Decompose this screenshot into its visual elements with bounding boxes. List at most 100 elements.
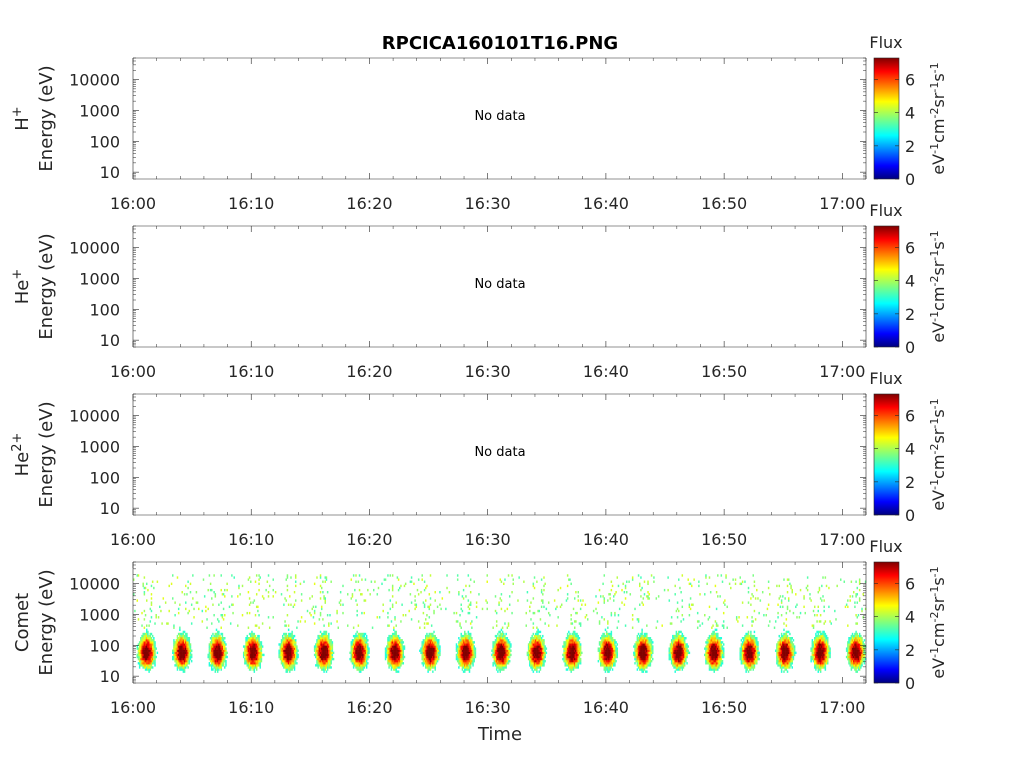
heatmap-cell	[602, 660, 604, 663]
heatmap-cell	[388, 637, 390, 640]
heatmap-cell	[395, 634, 397, 638]
heatmap-cell	[676, 664, 679, 667]
heatmap-cell	[575, 651, 577, 655]
heatmap-cell	[472, 664, 474, 667]
heatmap-cell	[428, 616, 431, 619]
heatmap-cell	[330, 657, 332, 661]
species-name: He	[12, 452, 33, 477]
heatmap-cell	[291, 668, 293, 671]
heatmap-cell	[604, 653, 607, 657]
heatmap-cell	[213, 591, 215, 594]
heatmap-cell	[603, 645, 606, 648]
heatmap-cell	[293, 657, 296, 661]
heatmap-cell	[180, 637, 182, 640]
heatmap-cell	[323, 657, 325, 661]
heatmap-cell	[182, 664, 185, 667]
heatmap-cell	[320, 668, 323, 671]
heatmap-cell	[633, 653, 635, 657]
heatmap-cell	[300, 593, 303, 596]
heatmap-cell	[151, 580, 154, 583]
heatmap-cell	[681, 574, 684, 577]
heatmap-cell	[284, 657, 286, 661]
heatmap-cell	[598, 649, 601, 652]
heatmap-cell	[473, 657, 475, 661]
heatmap-cell	[399, 643, 401, 646]
heatmap-cell	[251, 657, 253, 661]
heatmap-cell	[279, 647, 282, 650]
heatmap-cell	[670, 643, 673, 646]
heatmap-cell	[142, 660, 144, 663]
heatmap-cell	[355, 641, 357, 644]
heatmap-cell	[252, 632, 254, 636]
heatmap-cell	[466, 653, 468, 657]
heatmap-cell	[213, 660, 215, 663]
heatmap-cell	[537, 641, 539, 644]
heatmap-cell	[571, 657, 574, 661]
heatmap-cell	[499, 639, 501, 642]
heatmap-cell	[640, 634, 642, 638]
heatmap-cell	[609, 649, 611, 652]
heatmap-cell	[642, 670, 645, 673]
heatmap-cell	[320, 607, 323, 611]
heatmap-cell	[218, 639, 220, 642]
heatmap-cell	[670, 660, 673, 663]
heatmap-cell	[564, 657, 566, 661]
heatmap-cell	[428, 645, 431, 648]
heatmap-cell	[467, 653, 470, 657]
heatmap-cell	[174, 643, 176, 646]
heatmap-cell	[503, 641, 505, 644]
heatmap-cell	[394, 637, 396, 640]
heatmap-cell	[290, 664, 292, 667]
heatmap-cell	[531, 643, 533, 646]
heatmap-cell	[149, 620, 152, 623]
heatmap-cell	[469, 643, 472, 646]
heatmap-cell	[257, 664, 259, 667]
heatmap-cell	[507, 622, 510, 625]
heatmap-cell	[500, 662, 503, 665]
heatmap-cell	[542, 643, 544, 646]
heatmap-cell	[432, 645, 434, 648]
heatmap-cell	[183, 655, 186, 659]
heatmap-cell	[190, 649, 193, 652]
heatmap-cell	[505, 651, 507, 655]
x-tick-label: 16:40	[583, 530, 629, 549]
heatmap-cell	[497, 649, 499, 652]
heatmap-cell	[399, 651, 401, 655]
heatmap-cell	[362, 662, 364, 665]
heatmap-cell	[141, 657, 143, 661]
heatmap-cell	[646, 641, 648, 644]
heatmap-cell	[331, 657, 334, 661]
heatmap-cell	[607, 664, 609, 667]
heatmap-cell	[680, 662, 682, 665]
heatmap-cell	[137, 647, 140, 650]
heatmap-cell	[365, 651, 368, 655]
heatmap-cell	[641, 664, 643, 667]
heatmap-cell	[563, 645, 565, 648]
heatmap-cell	[422, 657, 425, 661]
heatmap-cell	[503, 634, 505, 638]
heatmap-cell	[428, 668, 431, 671]
heatmap-cell	[603, 668, 606, 671]
heatmap-cell	[465, 662, 467, 665]
heatmap-cell	[147, 632, 149, 636]
heatmap-cell	[388, 641, 390, 644]
heatmap-cell	[150, 643, 153, 646]
heatmap-cell	[357, 668, 360, 671]
heatmap-cell	[180, 653, 182, 657]
heatmap-cell	[393, 637, 395, 640]
heatmap-cell	[607, 660, 609, 663]
heatmap-cell	[257, 651, 259, 655]
heatmap-cell	[329, 641, 331, 644]
heatmap-cell	[226, 588, 228, 592]
heatmap-cell	[598, 620, 601, 623]
heatmap-cell	[607, 643, 609, 646]
heatmap-cell	[175, 662, 178, 665]
heatmap-cell	[466, 639, 468, 642]
heatmap-cell	[185, 643, 187, 646]
heatmap-cell	[571, 662, 574, 665]
heatmap-cell	[176, 649, 179, 652]
heatmap-cell	[188, 639, 191, 642]
heatmap-cell	[678, 662, 680, 665]
heatmap-cell	[331, 655, 334, 659]
heatmap-cell	[252, 664, 254, 667]
